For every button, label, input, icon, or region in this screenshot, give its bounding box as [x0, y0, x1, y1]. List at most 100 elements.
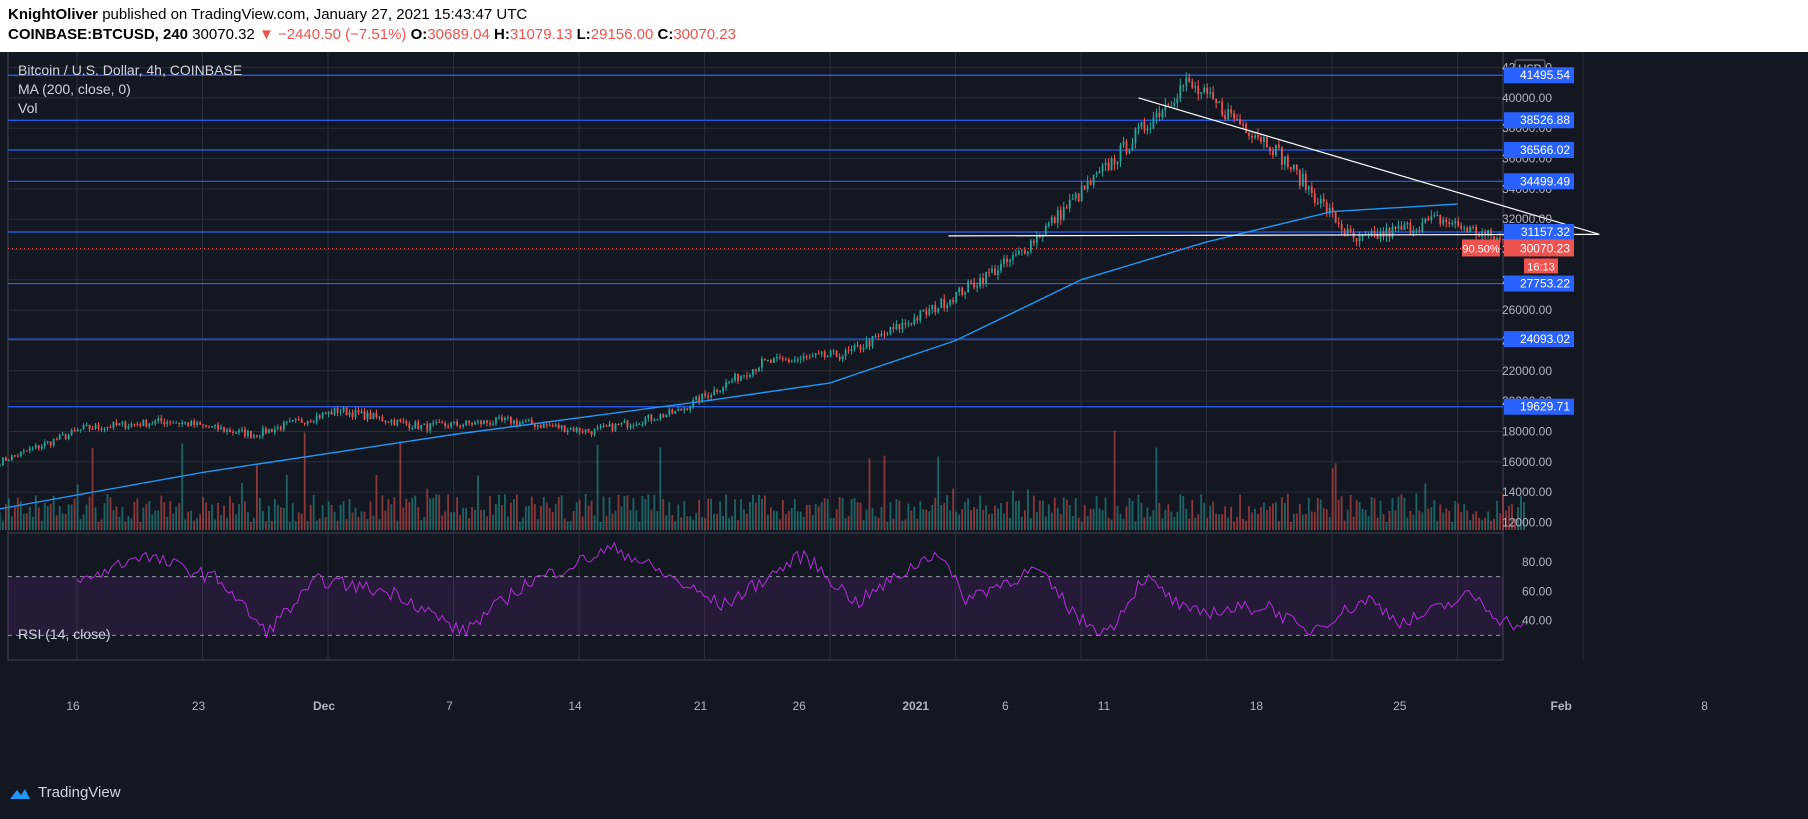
- candle-body: [647, 414, 650, 419]
- volume-bar: [584, 494, 587, 530]
- candle-body: [1077, 193, 1080, 202]
- volume-bar: [1000, 503, 1002, 530]
- volume-bar: [1137, 494, 1140, 530]
- candle-body: [175, 422, 178, 424]
- volume-bar: [1316, 497, 1319, 530]
- candle-body: [734, 373, 736, 381]
- rsi-legend[interactable]: RSI (14, close): [18, 626, 111, 642]
- volume-bar: [1110, 519, 1113, 530]
- volume-bar: [1098, 508, 1101, 530]
- volume-bar: [737, 519, 739, 530]
- volume-bar: [297, 512, 300, 530]
- candle-body: [303, 422, 306, 425]
- candle-body: [772, 358, 775, 363]
- volume-bar: [596, 444, 599, 530]
- volume-bar: [1382, 514, 1385, 530]
- candle-body: [1487, 229, 1489, 235]
- volume-bar: [429, 498, 432, 530]
- ma-legend[interactable]: MA (200, close, 0): [18, 81, 131, 97]
- candle-body: [25, 450, 28, 452]
- volume-bar: [728, 518, 730, 530]
- volume-bar: [1044, 516, 1047, 530]
- candle-body: [784, 359, 787, 361]
- volume-bar: [279, 507, 282, 530]
- volume-bar: [1292, 513, 1295, 530]
- candle-body: [1254, 135, 1256, 138]
- volume-bar: [91, 448, 94, 530]
- level-price-box: [1504, 112, 1574, 129]
- volume-bar: [997, 508, 999, 530]
- volume-bar: [916, 518, 919, 530]
- author-name[interactable]: KnightOliver: [8, 6, 99, 23]
- candle-body: [557, 424, 560, 429]
- candle-body: [614, 423, 617, 431]
- volume-bar: [1131, 500, 1134, 530]
- volume-bar: [731, 515, 733, 530]
- candle-body: [154, 420, 157, 424]
- candle-body: [1310, 186, 1313, 194]
- candle-body: [184, 422, 187, 424]
- volume-bar: [244, 501, 246, 530]
- price-tick-label: 26000.00: [1502, 303, 1552, 317]
- candle-body: [922, 310, 925, 312]
- level-price-box: [1504, 398, 1574, 415]
- candle-body: [1059, 209, 1062, 220]
- candle-body: [823, 351, 826, 358]
- volume-bar: [790, 507, 793, 530]
- volume-bar: [1319, 499, 1322, 530]
- candle-body: [253, 435, 255, 438]
- volume-legend[interactable]: Vol: [18, 100, 38, 116]
- volume-bar: [629, 510, 632, 530]
- candle-body: [1056, 209, 1059, 223]
- volume-bar: [55, 515, 58, 530]
- candle-body: [1080, 185, 1083, 202]
- candle-body: [1448, 222, 1451, 225]
- volume-bar: [1119, 513, 1122, 530]
- volume-bar: [1361, 509, 1364, 530]
- candle-body: [88, 424, 91, 430]
- volume-bar: [486, 516, 488, 530]
- volume-bar: [187, 511, 190, 530]
- candle-body: [363, 411, 366, 420]
- candle-body: [250, 430, 252, 438]
- tradingview-logo[interactable]: TradingView: [8, 784, 121, 801]
- volume-bar: [345, 519, 348, 530]
- volume-bar: [793, 499, 796, 530]
- volume-bar: [157, 510, 160, 530]
- volume-bar: [1194, 517, 1197, 530]
- candle-body: [521, 422, 524, 424]
- volume-bar: [46, 506, 49, 530]
- candle-body: [1472, 226, 1475, 228]
- volume-bar: [276, 504, 279, 530]
- volume-bar: [761, 498, 763, 530]
- chart-canvas[interactable]: 12000.0014000.0016000.0018000.0020000.00…: [0, 52, 1808, 784]
- volume-bar: [1457, 503, 1460, 530]
- volume-bar: [25, 513, 28, 530]
- down-arrow-icon: ▼: [258, 26, 274, 43]
- volume-bar: [1134, 521, 1137, 530]
- candle-body: [1391, 226, 1394, 238]
- candle-body: [264, 427, 267, 434]
- volume-bar: [1280, 497, 1283, 530]
- candle-body: [1218, 101, 1221, 104]
- symbol-legend[interactable]: Bitcoin / U.S. Dollar, 4h, COINBASE: [18, 62, 243, 78]
- volume-bar: [82, 514, 85, 530]
- volume-bar: [973, 507, 975, 530]
- volume-bar: [746, 513, 748, 530]
- volume-bar: [85, 504, 88, 530]
- candle-body: [136, 423, 139, 425]
- volume-bar: [1164, 509, 1167, 530]
- level-price-label: 27753.22: [1520, 277, 1570, 291]
- candle-body: [1457, 221, 1460, 226]
- volume-bar: [512, 499, 515, 530]
- countdown-label: 16:13: [1527, 261, 1555, 273]
- volume-bar: [1275, 502, 1277, 530]
- volume-bar: [363, 511, 366, 530]
- candle-body: [1098, 171, 1101, 174]
- volume-bar: [1012, 490, 1014, 530]
- rsi-tick-label: 60.00: [1522, 584, 1552, 598]
- volume-bar: [1086, 516, 1089, 530]
- candle-body: [799, 358, 802, 360]
- volume-bar: [471, 507, 473, 530]
- candle-body: [52, 439, 55, 446]
